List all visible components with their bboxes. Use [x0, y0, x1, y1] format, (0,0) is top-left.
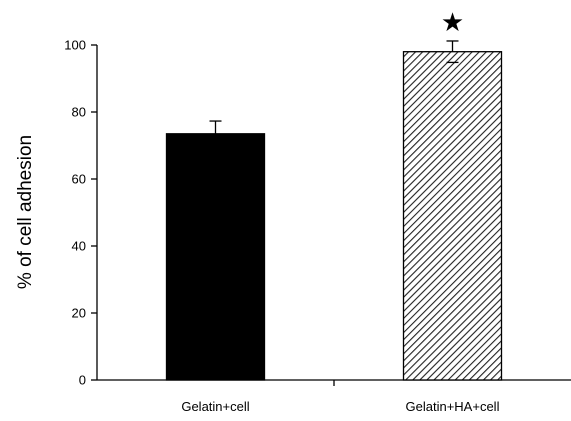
y-tick-label: 20	[72, 306, 86, 321]
bars	[165, 40, 503, 381]
y-tick-label: 40	[72, 239, 86, 254]
bar	[165, 133, 266, 381]
x-category-label: Gelatin+cell	[181, 399, 249, 414]
y-tick-label: 100	[64, 38, 86, 53]
y-tick-label: 60	[72, 172, 86, 187]
significance-star: ★	[441, 7, 464, 37]
labels: 0 20 40 60 80 100 Gelatin+cell Gelatin+HA+cell ★	[64, 7, 499, 414]
y-tick-label: 80	[72, 105, 86, 120]
y-axis-label: % of cell adhesion	[15, 135, 36, 289]
y-tick-label: 0	[79, 373, 86, 388]
x-category-label: Gelatin+HA+cell	[406, 399, 500, 414]
bar	[402, 51, 503, 381]
